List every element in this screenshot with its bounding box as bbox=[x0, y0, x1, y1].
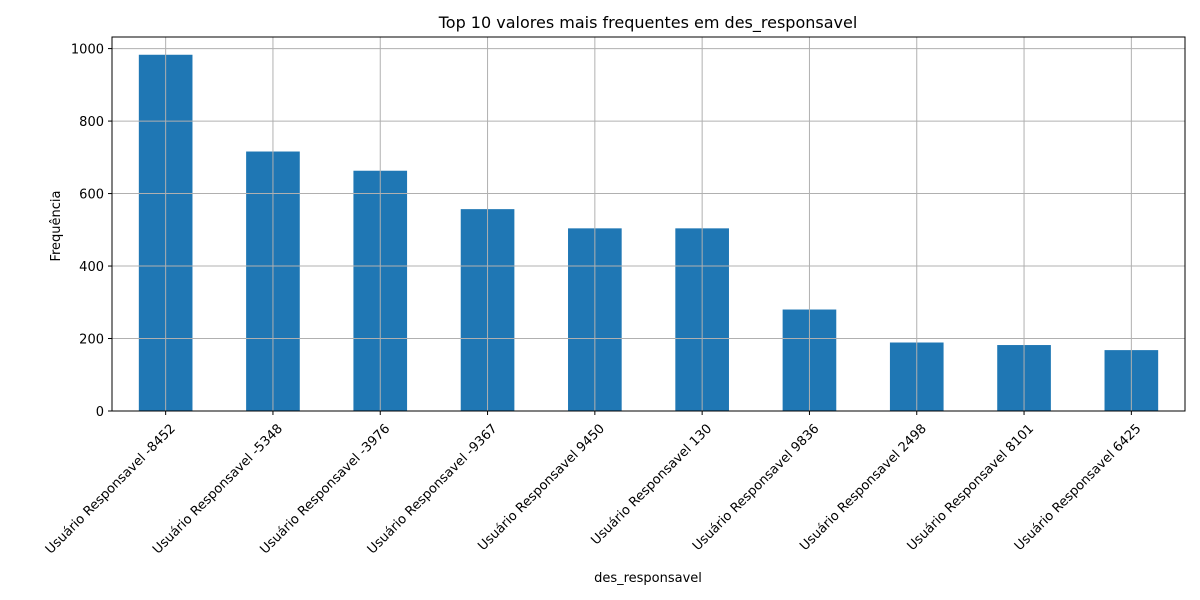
y-axis-label: Frequência bbox=[49, 190, 64, 261]
y-tick-label-1: 200 bbox=[79, 333, 104, 348]
x-tick-label-7: Usuário Responsavel 2498 bbox=[797, 421, 930, 554]
y-tick-label-5: 1000 bbox=[71, 43, 104, 58]
x-tick-label-9: Usuário Responsavel 6425 bbox=[1012, 421, 1145, 554]
x-tick-label-2: Usuário Responsavel -3976 bbox=[257, 421, 393, 557]
x-tick-label-4: Usuário Responsavel 9450 bbox=[475, 421, 608, 554]
x-tick-label-8: Usuário Responsavel 8101 bbox=[905, 421, 1038, 554]
y-tick-label-3: 600 bbox=[79, 188, 104, 203]
x-tick-label-3: Usuário Responsavel -9367 bbox=[365, 421, 501, 557]
plot-frame bbox=[111, 36, 1186, 412]
grid-layer bbox=[112, 37, 1185, 412]
y-axis-ticks: 0 200 400 600 800 1000 bbox=[71, 43, 112, 420]
x-tick-label-0: Usuário Responsavel -8452 bbox=[43, 421, 179, 557]
x-tick-label-6: Usuário Responsavel 9836 bbox=[690, 421, 823, 554]
y-tick-label-4: 800 bbox=[79, 115, 104, 130]
axes-layer bbox=[111, 36, 1186, 412]
x-tick-label-1: Usuário Responsavel -5348 bbox=[150, 421, 286, 557]
x-axis-label: des_responsavel bbox=[594, 571, 702, 586]
x-tick-label-5: Usuário Responsavel 130 bbox=[588, 421, 715, 548]
chart-title: Top 10 valores mais frequentes em des_re… bbox=[438, 13, 858, 33]
bars-layer bbox=[138, 54, 1159, 411]
y-tick-label-0: 0 bbox=[96, 405, 104, 420]
y-tick-label-2: 400 bbox=[79, 260, 104, 275]
